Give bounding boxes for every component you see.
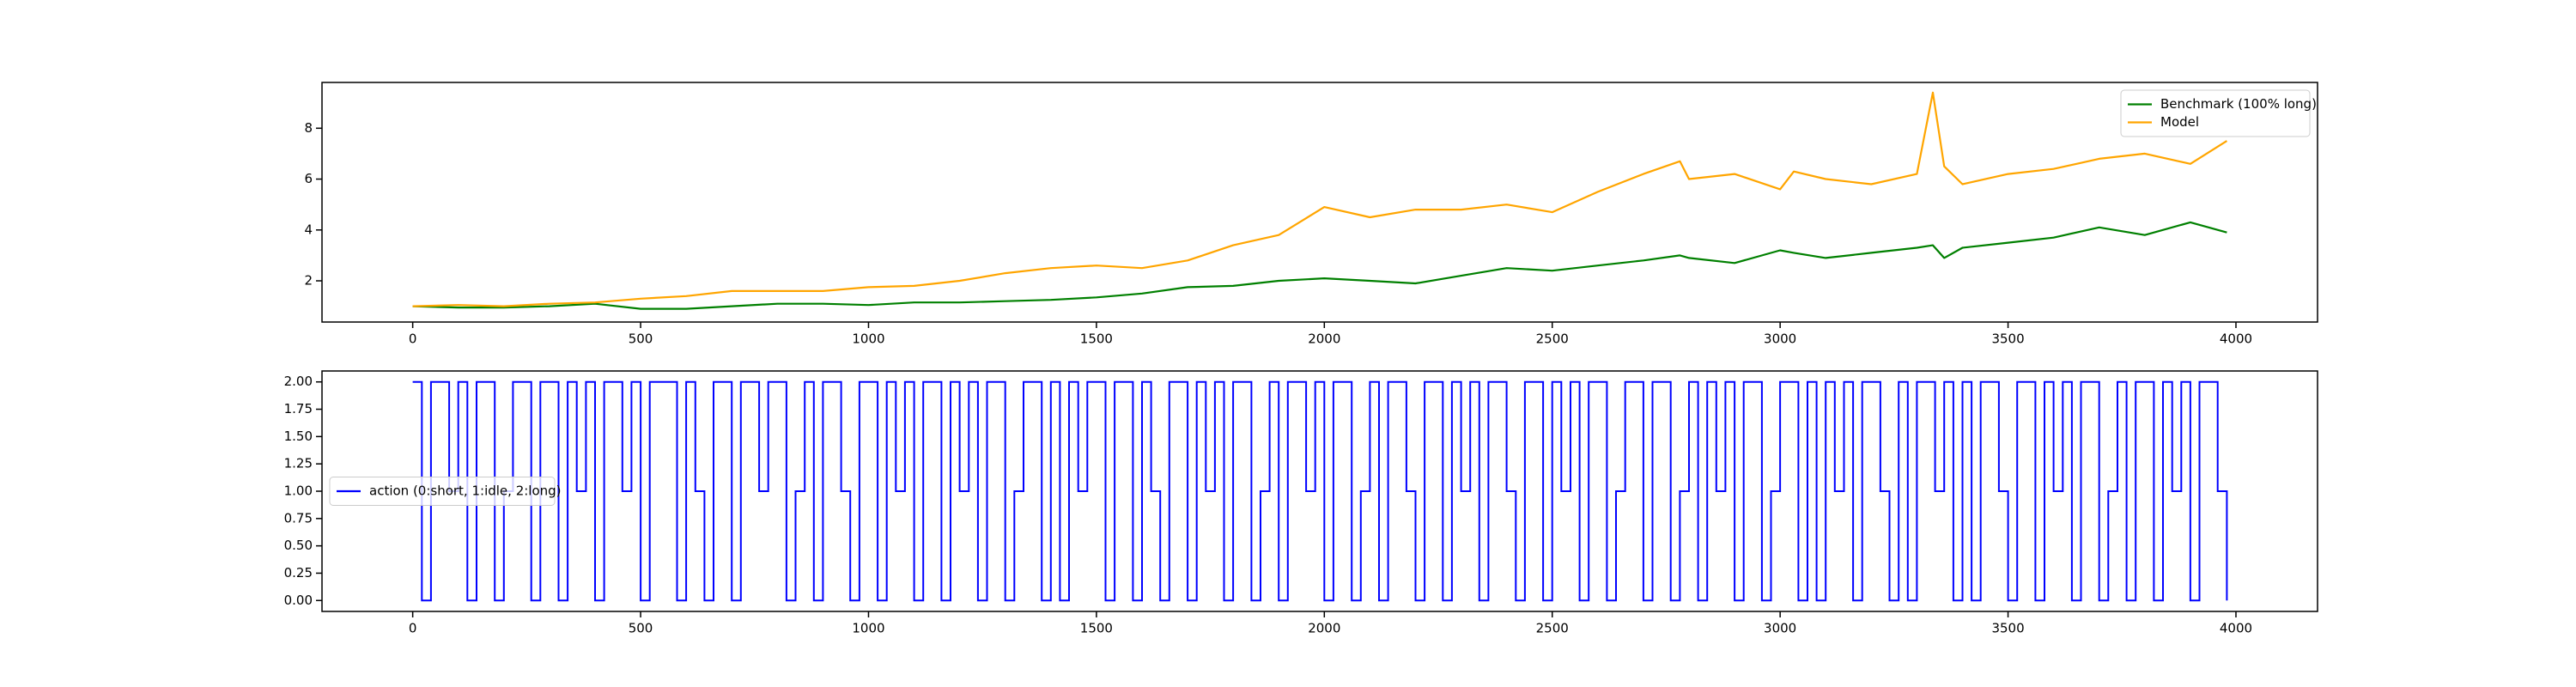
y-tick-label: 0.75 bbox=[284, 510, 313, 526]
y-tick-label: 0.50 bbox=[284, 538, 313, 553]
y-tick-label: 1.00 bbox=[284, 483, 313, 499]
y-tick-label: 1.25 bbox=[284, 456, 313, 471]
x-tick-label: 2500 bbox=[1536, 621, 1569, 636]
step-line bbox=[412, 380, 2228, 602]
y-tick-label: 1.75 bbox=[284, 401, 313, 416]
x-tick-label: 3500 bbox=[1991, 621, 2024, 636]
x-tick-label: 1000 bbox=[852, 621, 884, 636]
legend-label: action (0:short, 1:idle, 2:long) bbox=[369, 483, 562, 499]
x-tick-label: 1500 bbox=[1080, 331, 1113, 347]
legend-box bbox=[329, 477, 556, 506]
data-line bbox=[412, 91, 2227, 307]
y-tick-label: 2 bbox=[304, 273, 313, 289]
legend-label: Model bbox=[2160, 114, 2199, 130]
data-line bbox=[412, 221, 2227, 310]
legend: Benchmark (100% long) Model bbox=[2120, 89, 2317, 137]
x-tick-label: 2500 bbox=[1536, 331, 1569, 347]
subplot: 0 500 1000 1500 2000 2500 3000 3500 4000 2 4 6 8 Benc… bbox=[304, 82, 2318, 347]
axes-frame bbox=[321, 370, 2318, 612]
y-tick-label: 1.50 bbox=[284, 429, 313, 444]
x-tick-label: 1000 bbox=[852, 331, 884, 347]
y-tick-label: 8 bbox=[304, 120, 313, 136]
legend: action (0:short, 1:idle, 2:long) bbox=[329, 477, 562, 506]
axes-frame bbox=[321, 82, 2318, 323]
legend-label: Benchmark (100% long) bbox=[2160, 96, 2317, 112]
y-tick-label: 0.00 bbox=[284, 593, 313, 608]
x-tick-label: 500 bbox=[629, 621, 653, 636]
x-tick-label: 3500 bbox=[1991, 331, 2024, 347]
x-tick-label: 4000 bbox=[2220, 331, 2252, 347]
x-tick-label: 2000 bbox=[1308, 331, 1340, 347]
y-tick-label: 0.25 bbox=[284, 565, 313, 581]
legend-box bbox=[2120, 89, 2311, 137]
y-tick-label: 2.00 bbox=[284, 374, 313, 389]
x-tick-label: 4000 bbox=[2220, 621, 2252, 636]
x-tick-label: 0 bbox=[409, 331, 417, 347]
x-tick-label: 500 bbox=[629, 331, 653, 347]
subplot: 0 500 1000 1500 2000 2500 3000 3500 4000 0.00 0.25… bbox=[284, 370, 2318, 636]
y-tick-label: 4 bbox=[304, 222, 313, 237]
x-tick-label: 3000 bbox=[1764, 331, 1796, 347]
x-tick-label: 2000 bbox=[1308, 621, 1340, 636]
y-tick-label: 6 bbox=[304, 171, 313, 186]
x-tick-label: 1500 bbox=[1080, 621, 1113, 636]
x-tick-label: 3000 bbox=[1764, 621, 1796, 636]
x-tick-label: 0 bbox=[409, 621, 417, 636]
